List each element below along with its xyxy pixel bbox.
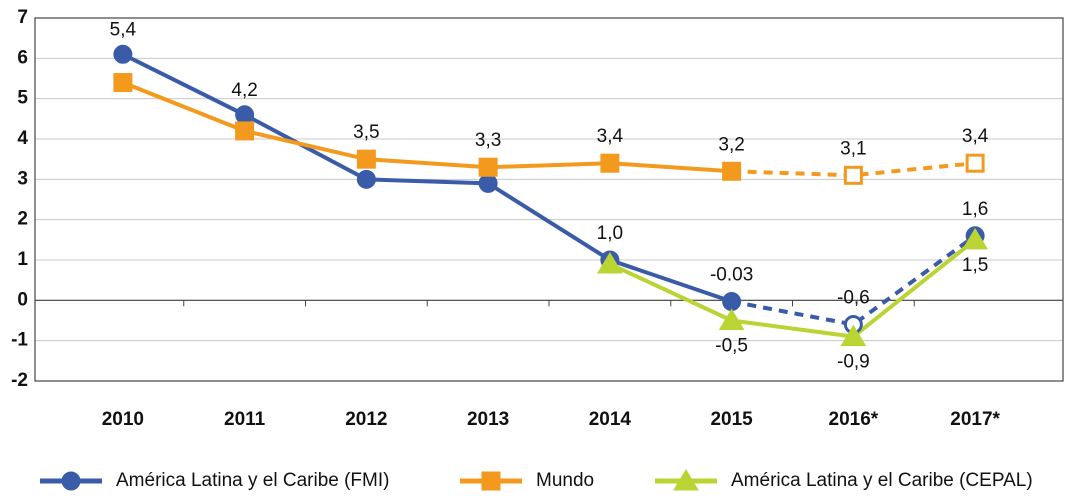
y-tick-label: 2 xyxy=(17,209,28,230)
marker xyxy=(596,252,623,274)
marker xyxy=(356,169,376,189)
x-tick-label: 2013 xyxy=(467,409,509,430)
y-tick-label: -1 xyxy=(11,330,28,351)
data-label: -0,5 xyxy=(715,336,748,357)
data-label: 5,4 xyxy=(110,19,137,40)
data-label: 3,4 xyxy=(962,126,989,147)
data-label: 1,0 xyxy=(597,223,623,244)
data-label: 3,4 xyxy=(597,126,624,147)
x-tick-label: 2016* xyxy=(829,409,879,430)
y-tick-label: 4 xyxy=(17,128,28,149)
series-line xyxy=(731,161,976,178)
marker xyxy=(673,469,699,491)
data-label: -0,9 xyxy=(837,352,870,373)
series-line xyxy=(731,234,977,327)
data-label: -0.03 xyxy=(710,265,753,286)
marker xyxy=(478,173,498,193)
x-tick-label: 2015 xyxy=(710,409,753,430)
y-tick-label: 5 xyxy=(17,88,28,109)
legend-label: América Latina y el Caribe (FMI) xyxy=(116,470,389,491)
marker xyxy=(235,105,255,125)
marker xyxy=(722,292,742,312)
x-tick-label: 2011 xyxy=(224,409,266,430)
legend-label: América Latina y el Caribe (CEPAL) xyxy=(731,470,1033,491)
marker xyxy=(356,149,376,169)
data-label: -0,6 xyxy=(837,288,870,309)
plot-frame xyxy=(34,17,1064,382)
marker xyxy=(843,165,863,185)
y-tick-label: 3 xyxy=(17,168,28,189)
marker xyxy=(965,153,985,173)
data-label: 3,2 xyxy=(718,134,744,155)
y-tick-label: 1 xyxy=(17,249,28,270)
x-tick-label: 2010 xyxy=(102,409,144,430)
series-line xyxy=(121,52,733,304)
y-tick-label: 6 xyxy=(17,47,28,68)
x-tick-label: 2012 xyxy=(345,409,387,430)
marker xyxy=(962,227,989,250)
x-tick-label: 2017* xyxy=(950,409,1000,430)
marker xyxy=(600,153,620,173)
marker xyxy=(61,471,81,491)
data-label: 3,3 xyxy=(475,130,501,151)
data-label: 1,6 xyxy=(962,199,988,220)
series-line xyxy=(609,238,977,339)
legend-item: América Latina y el Caribe (CEPAL) xyxy=(655,469,1033,491)
legend-item: América Latina y el Caribe (FMI) xyxy=(40,470,389,491)
data-label: 3,5 xyxy=(353,122,379,143)
data-label: 3,1 xyxy=(840,138,866,159)
legend-label: Mundo xyxy=(536,470,594,491)
marker xyxy=(113,73,133,93)
marker xyxy=(235,121,255,141)
y-tick-label: 0 xyxy=(17,289,28,310)
series-line xyxy=(122,80,732,174)
x-tick-label: 2014 xyxy=(589,409,632,430)
data-label: 1,5 xyxy=(962,255,988,276)
y-tick-label: -2 xyxy=(11,370,28,391)
legend-item: Mundo xyxy=(460,470,594,491)
y-tick-label: 7 xyxy=(17,7,28,28)
marker xyxy=(718,308,745,330)
data-label: 4,2 xyxy=(231,80,257,101)
marker xyxy=(478,157,498,177)
marker xyxy=(722,161,742,181)
marker xyxy=(481,471,501,491)
marker xyxy=(840,324,867,347)
marker xyxy=(113,44,133,64)
